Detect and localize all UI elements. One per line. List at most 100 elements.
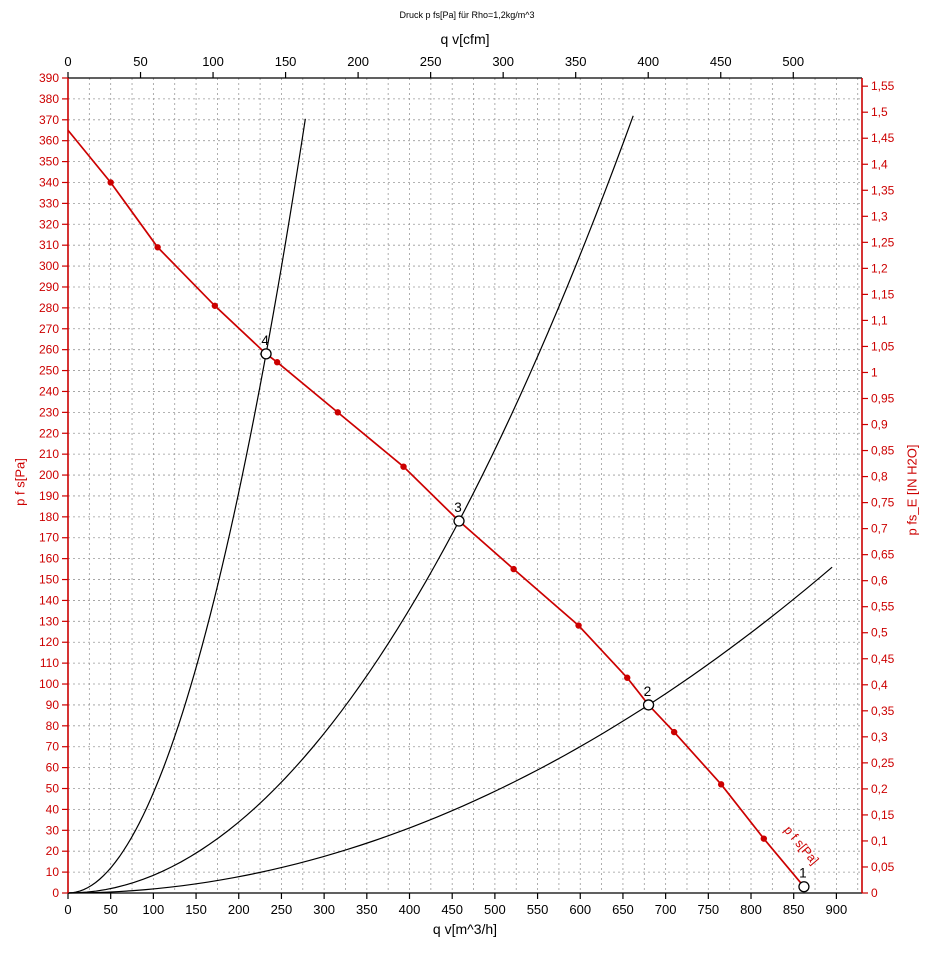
- left-tick-label: 40: [46, 802, 60, 816]
- bottom-tick-label: 0: [64, 902, 71, 917]
- top-tick-label: 500: [782, 54, 804, 69]
- grid: [68, 78, 862, 893]
- fan-curve-marker: [510, 565, 517, 573]
- operating-point-4: [260, 348, 272, 360]
- right-tick-label: 0,75: [871, 496, 895, 510]
- left-tick-label: 350: [39, 155, 59, 169]
- system-curve-middle: [67, 115, 634, 894]
- bottom-tick-label: 900: [826, 902, 848, 917]
- fan-curve-marker: [575, 622, 582, 629]
- right-tick-label: 1,45: [871, 131, 895, 145]
- right-tick-label: 1,1: [871, 313, 888, 327]
- fan-curve-marker: [334, 409, 341, 416]
- top-tick-label: 450: [710, 54, 732, 69]
- top-tick-label: 250: [420, 54, 442, 69]
- left-tick-label: 310: [39, 238, 59, 252]
- axes: 0 50 100 150 200 250 300 350 400 450 500 550 600 650 7…: [39, 54, 895, 917]
- left-tick-label: 380: [39, 92, 59, 106]
- left-tick-label: 300: [39, 259, 59, 273]
- operating-point-1: [798, 881, 810, 893]
- operating-point-label: 3: [454, 500, 462, 515]
- left-axis-label: p f s[Pa]: [12, 458, 28, 506]
- left-tick-label: 360: [39, 134, 59, 148]
- left-tick-label: 150: [39, 573, 59, 587]
- left-tick-label: 320: [39, 217, 59, 231]
- right-tick-label: 0,95: [871, 391, 895, 405]
- right-tick-label: 1,05: [871, 339, 895, 353]
- right-tick-label: 0,3: [871, 730, 888, 744]
- operating-points: 1 2 3 4: [260, 333, 810, 893]
- bottom-tick-label: 150: [185, 902, 207, 917]
- right-tick-label: 0,25: [871, 756, 895, 770]
- top-tick-label: 300: [492, 54, 514, 69]
- right-tick-label: 0,6: [871, 574, 888, 588]
- fan-curve-marker: [624, 674, 631, 681]
- right-tick-label: 1: [871, 365, 878, 379]
- left-tick-label: 70: [46, 740, 60, 754]
- bottom-axis-label: q v[m^3/h]: [432, 921, 498, 937]
- left-tick-label: 0: [52, 886, 59, 900]
- bottom-tick-label: 700: [655, 902, 677, 917]
- operating-point-3: [453, 515, 465, 527]
- bottom-tick-label: 350: [356, 902, 378, 917]
- left-tick-label: 260: [39, 343, 59, 357]
- operating-point-label: 4: [261, 333, 269, 348]
- bottom-tick-label: 750: [697, 902, 719, 917]
- right-tick-label: 1,25: [871, 235, 895, 249]
- bottom-tick-label: 50: [103, 902, 117, 917]
- bottom-tick-label: 250: [271, 902, 293, 917]
- top-tick-label: 150: [275, 54, 297, 69]
- right-tick-label: 0,15: [871, 808, 895, 822]
- bottom-tick-label: 400: [399, 902, 421, 917]
- left-tick-label: 250: [39, 364, 59, 378]
- right-tick-label: 1,2: [871, 261, 888, 275]
- left-tick-label: 390: [39, 71, 59, 85]
- left-tick-label: 210: [39, 447, 59, 461]
- right-tick-label: 1,55: [871, 79, 895, 93]
- fan-curve-marker: [717, 781, 725, 788]
- fan-curve-marker: [107, 179, 114, 186]
- top-tick-label: 400: [637, 54, 659, 69]
- operating-point-label: 1: [799, 866, 807, 881]
- left-tick-label: 220: [39, 426, 59, 440]
- system-curves: [67, 115, 833, 894]
- top-tick-label: 350: [565, 54, 587, 69]
- left-tick-label: 60: [46, 761, 60, 775]
- left-tick-label: 110: [40, 656, 59, 670]
- fan-curve-marker: [670, 728, 678, 736]
- bottom-tick-label: 100: [143, 902, 165, 917]
- right-tick-label: 1,5: [871, 105, 888, 119]
- right-tick-label: 1,3: [871, 209, 888, 223]
- bottom-tick-label: 450: [441, 902, 463, 917]
- left-tick-label: 50: [46, 782, 60, 796]
- left-tick-label: 340: [39, 175, 59, 189]
- fan-curve-marker: [211, 302, 219, 309]
- operating-point-2: [642, 699, 655, 711]
- top-tick-label: 0: [64, 54, 71, 69]
- left-tick-label: 180: [39, 510, 59, 524]
- fan-curve-marker: [154, 244, 161, 251]
- left-tick-label: 140: [39, 593, 59, 607]
- right-axis-label: p fs_E [IN H2O]: [904, 444, 920, 536]
- right-tick-label: 0,45: [871, 652, 895, 666]
- right-tick-label: 0,05: [871, 860, 895, 874]
- left-tick-label: 80: [46, 719, 60, 733]
- right-tick-label: 0: [871, 886, 878, 900]
- fan-curve-marker: [400, 463, 407, 470]
- top-tick-label: 50: [133, 54, 147, 69]
- left-tick-label: 290: [39, 280, 59, 294]
- bottom-tick-label: 500: [484, 902, 506, 917]
- right-tick-label: 0,9: [871, 418, 888, 432]
- left-tick-label: 130: [39, 614, 59, 628]
- left-tick-label: 10: [46, 865, 60, 879]
- fan-curve-line: [67, 129, 805, 888]
- right-tick-label: 0,4: [871, 678, 888, 692]
- bottom-tick-label: 600: [569, 902, 591, 917]
- right-tick-label: 0,85: [871, 444, 895, 458]
- system-curve-steep: [67, 118, 306, 894]
- right-tick-label: 0,55: [871, 600, 895, 614]
- left-tick-label: 190: [39, 489, 59, 503]
- bottom-tick-label: 550: [527, 902, 549, 917]
- bottom-tick-label: 200: [228, 902, 250, 917]
